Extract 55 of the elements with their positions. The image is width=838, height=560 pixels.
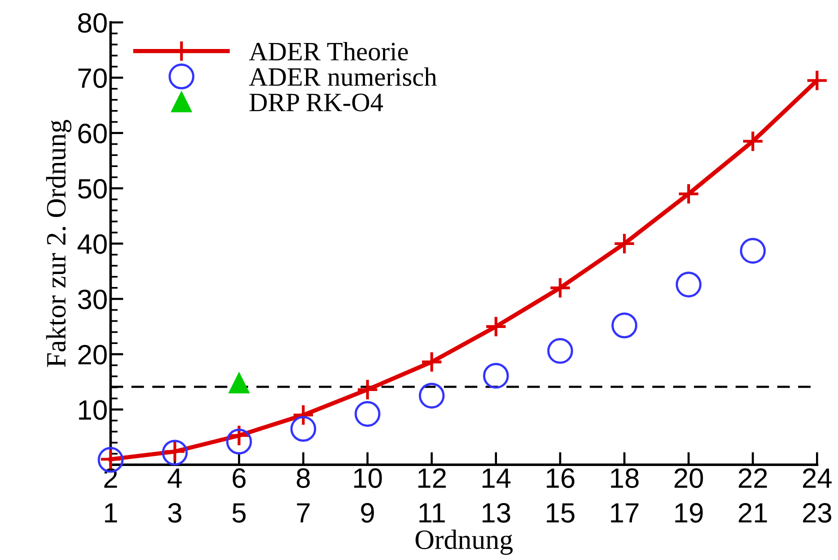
x-tick-label: 12 (418, 468, 446, 488)
x2-tick-label: 7 (296, 503, 310, 522)
point (418, 382, 445, 409)
x2-tick-label: 5 (232, 503, 246, 523)
y-tick-label: 20 (78, 344, 107, 365)
point (356, 378, 379, 401)
y-tick-label: 70 (78, 68, 107, 88)
x-tick-label: 22 (738, 468, 767, 488)
point (483, 362, 509, 389)
x-tick-label: 20 (674, 468, 703, 488)
point (228, 372, 250, 394)
y-tick-label: 60 (78, 124, 107, 144)
y-axis-title: Faktor zur 2. Ordnung (46, 120, 72, 368)
x2-tick-label: 21 (738, 503, 767, 522)
point (484, 315, 508, 338)
x-tick-label: 8 (296, 468, 310, 488)
x-tick-label: 4 (168, 468, 182, 488)
y-tick-label: 80 (78, 13, 107, 33)
point (676, 272, 702, 298)
point (611, 312, 638, 338)
point (292, 404, 314, 426)
x2-tick-label: 19 (675, 503, 703, 523)
x-tick-label: 6 (232, 468, 246, 488)
x2-tick-label: 23 (803, 503, 832, 523)
x2-tick-label: 11 (419, 503, 445, 522)
point (549, 276, 572, 299)
x2-tick-label: 1 (105, 503, 117, 522)
point (226, 428, 252, 454)
y-tick-label: 30 (78, 290, 107, 310)
x-tick-label: 24 (803, 468, 832, 488)
y-tick-label: 40 (78, 234, 107, 254)
point (740, 238, 766, 264)
point (547, 338, 574, 364)
x-tick-label: 14 (482, 468, 511, 488)
legend-label: ADER Theorie (249, 42, 408, 61)
point (742, 130, 764, 152)
x-tick-label: 16 (546, 468, 574, 488)
point (677, 182, 700, 205)
point (613, 232, 636, 255)
x2-tick-label: 15 (546, 503, 574, 523)
point (290, 416, 316, 442)
point (354, 401, 380, 427)
point (806, 69, 828, 92)
y-tick-label: 10 (79, 400, 107, 420)
point (420, 350, 443, 374)
x-axis-title: Ordnung (416, 530, 513, 555)
legend-label: DRP RK-O4 (250, 94, 383, 112)
legend-label: ADER numerisch (249, 67, 437, 86)
x-tick-label: 10 (354, 468, 382, 488)
x2-tick-label: 9 (361, 503, 374, 523)
y-tick-label: 50 (78, 178, 107, 199)
x2-tick-label: 17 (611, 503, 638, 522)
x-tick-label: 18 (611, 468, 639, 488)
x2-tick-label: 3 (168, 503, 182, 523)
x2-tick-label: 13 (482, 503, 510, 523)
